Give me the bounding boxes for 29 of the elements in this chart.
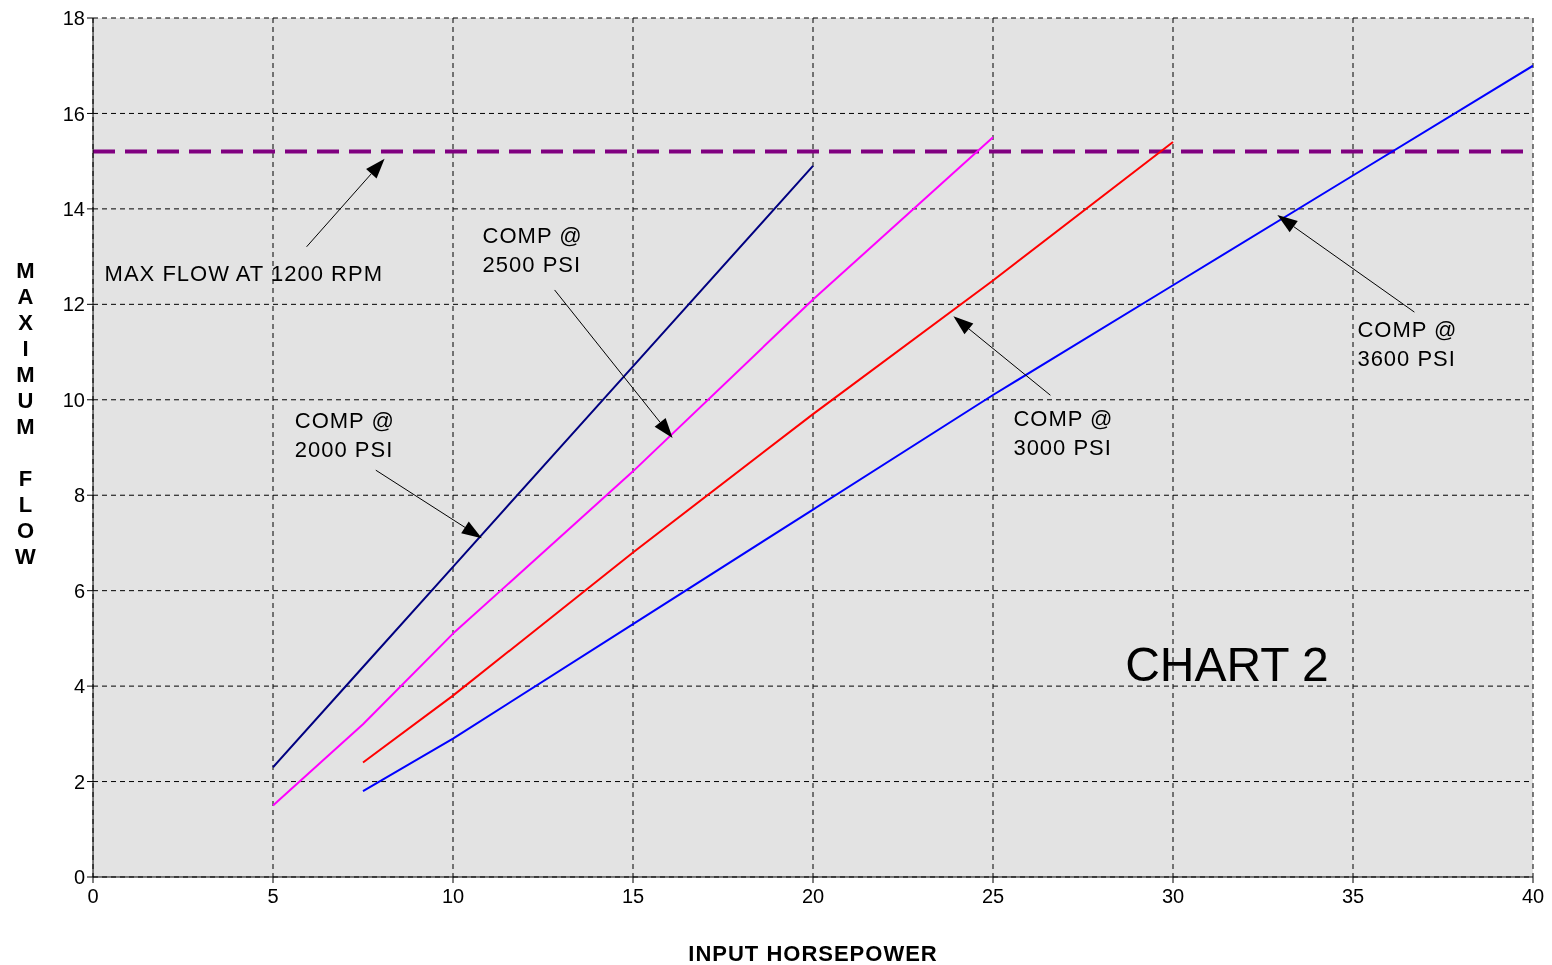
annotation: COMP @ 3600 PSI <box>1357 317 1458 371</box>
annotation: CHART 2 <box>1125 638 1329 692</box>
annotation: COMP @ 2500 PSI <box>482 222 583 277</box>
x-tick-label: 15 <box>621 885 645 908</box>
y-tick-label: 8 <box>73 484 85 507</box>
y-tick-label: 0 <box>73 866 85 889</box>
y-tick-label: 2 <box>73 770 85 793</box>
y-tick-label: 4 <box>73 675 85 698</box>
y-tick-label: 12 <box>62 293 85 316</box>
y-tick-label: 10 <box>62 388 85 411</box>
line-series <box>272 136 994 807</box>
x-tick-label: 0 <box>87 885 99 908</box>
x-tick-label: 25 <box>981 885 1005 908</box>
line-series <box>272 164 814 769</box>
x-tick-label: 5 <box>267 885 279 908</box>
y-tick-label: 14 <box>62 197 85 220</box>
y-tick-label: 6 <box>73 579 85 602</box>
x-tick-label: 10 <box>441 885 465 908</box>
annotation: MAX FLOW AT 1200 RPM <box>104 260 383 286</box>
y-tick-label: 16 <box>62 102 85 125</box>
x-tick-label: 40 <box>1521 885 1545 908</box>
y-tick-label: 18 <box>62 7 85 30</box>
x-axis-title: INPUT HORSEPOWER <box>688 941 938 965</box>
annotation: COMP @ 2000 PSI <box>294 408 395 462</box>
x-tick-label: 35 <box>1341 885 1365 908</box>
y-axis-title: MAXIMUM FLOW <box>12 258 39 572</box>
x-tick-label: 20 <box>801 885 825 908</box>
annotation: COMP @ 3000 PSI <box>1013 406 1114 460</box>
x-tick-label: 30 <box>1161 885 1185 908</box>
